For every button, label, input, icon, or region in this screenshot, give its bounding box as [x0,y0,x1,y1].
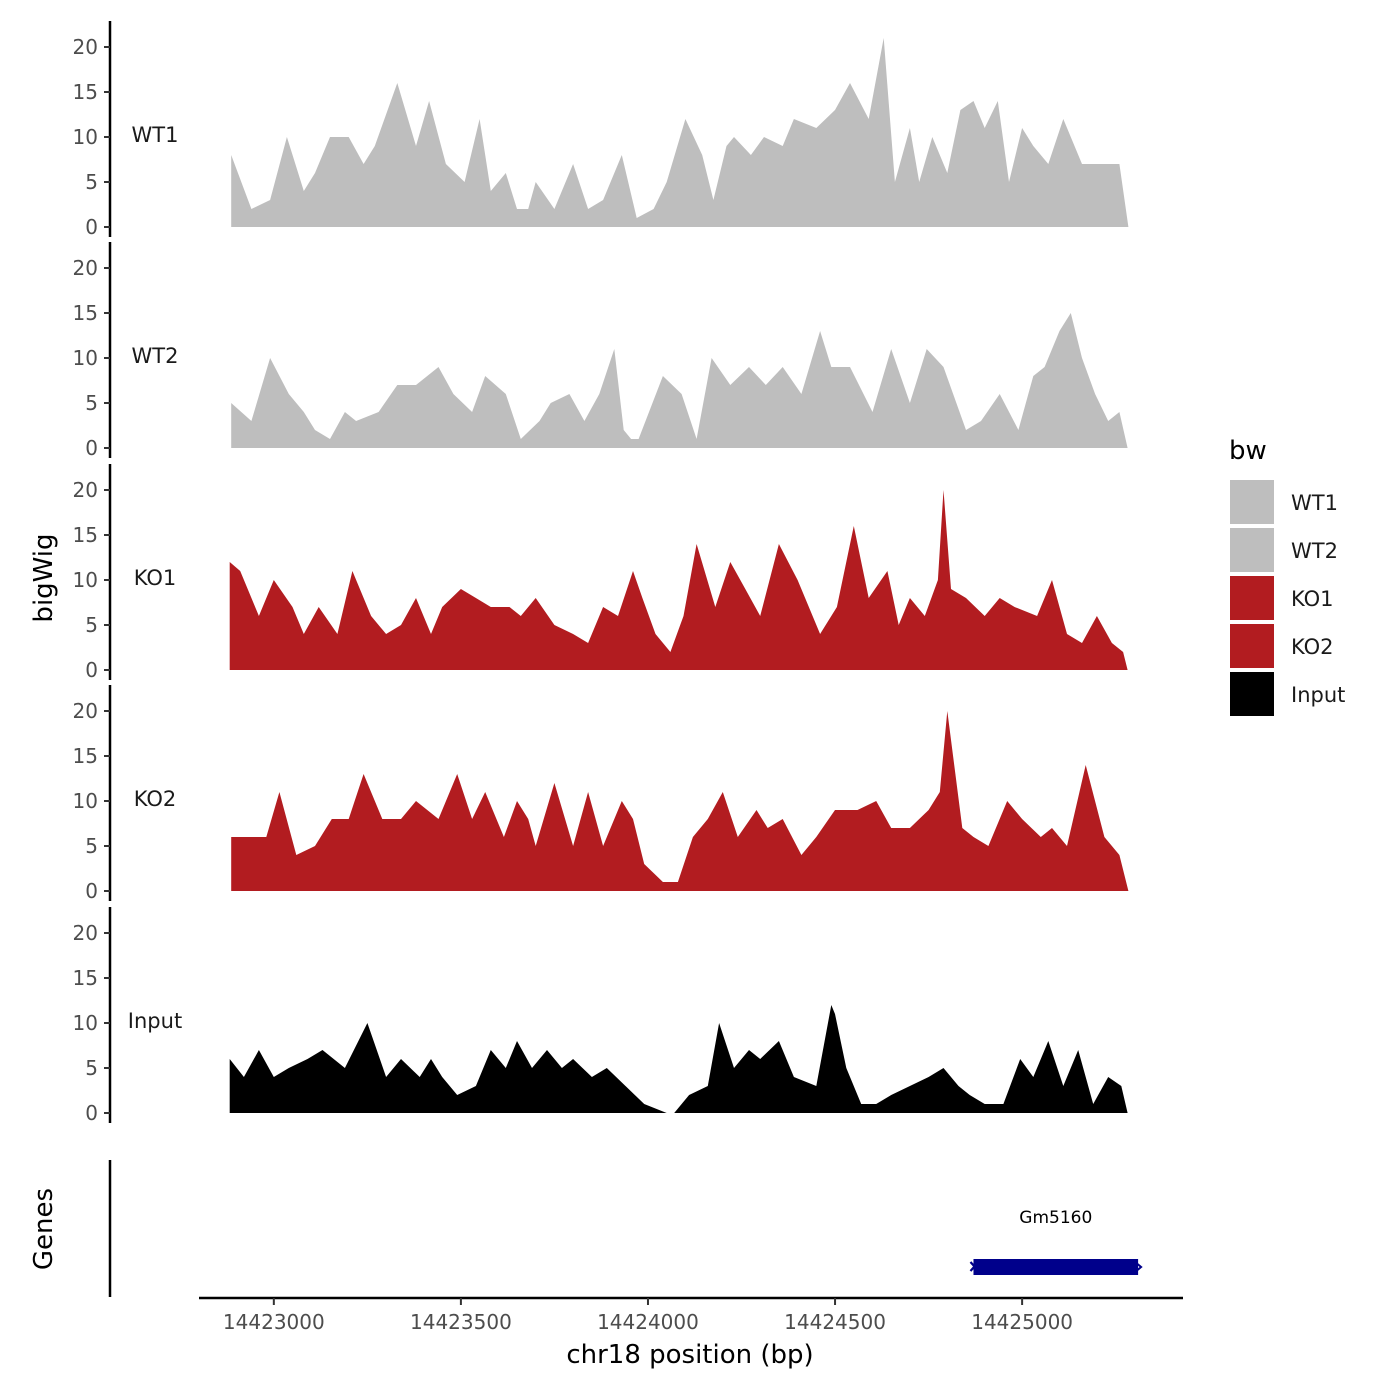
legend-swatch [1230,480,1274,524]
legend-label: WT2 [1291,539,1338,563]
legend-entry-ko1: KO1 [1230,576,1334,620]
gene-track-label: Genes [29,1188,59,1270]
gene-gm5160: Gm5160 [969,1208,1143,1275]
legend-entry-input: Input [1230,672,1345,716]
y-tick-label: 20 [73,699,98,723]
legend-label: KO2 [1291,635,1334,659]
y-tick-label: 10 [73,125,98,149]
gene-body [973,1259,1139,1275]
track-area-wt2 [231,313,1128,448]
legend-entry-ko2: KO2 [1230,624,1334,668]
y-tick-label: 5 [85,834,98,858]
y-tick-label: 15 [73,301,98,325]
y-tick-label: 0 [85,215,98,239]
gene-end-marker [1134,1261,1143,1273]
y-tick-label: 0 [85,436,98,460]
legend-entry-wt1: WT1 [1230,480,1338,524]
legend-swatch [1230,624,1274,668]
track-label-ko2: KO2 [134,787,177,811]
y-tick-label: 0 [85,658,98,682]
x-tick-label: 14425000 [971,1310,1073,1334]
x-axis: 14423000 14423500 14424000 14424500 14425000 [199,1296,1183,1334]
track-label-wt2: WT2 [132,344,179,368]
track-area-wt1 [231,38,1129,227]
y-tick-label: 0 [85,1101,98,1125]
y-tick-label: 0 [85,879,98,903]
track-area-ko2 [231,711,1129,891]
legend-swatch [1230,528,1274,572]
y-tick-label: 15 [73,744,98,768]
y-tick-label: 10 [73,1011,98,1035]
y-tick-label: 15 [73,966,98,990]
y-tick-label: 15 [73,80,98,104]
x-axis-title: chr18 position (bp) [566,1340,813,1370]
gene-track: Genes Gm5160 [29,1160,1143,1297]
legend-label: Input [1291,683,1345,707]
x-tick-label: 14423500 [410,1310,512,1334]
coverage-tracks: 0 5 10 15 20 WT1 0 5 10 15 20 WT2 0 5 10 15 20 KO1 0 5 10 15 2… [73,21,1129,1125]
track-input: 0 5 10 15 20 Input [73,907,1128,1125]
y-tick-label: 15 [73,523,98,547]
gene-strand-marker [969,1261,980,1272]
track-ko1: 0 5 10 15 20 KO1 [73,464,1128,682]
legend-title: bw [1229,436,1267,466]
y-tick-label: 20 [73,256,98,280]
x-tick-label: 14424000 [597,1310,699,1334]
legend-entry-wt2: WT2 [1230,528,1338,572]
y-tick-label: 20 [73,35,98,59]
legend-swatch [1230,576,1274,620]
x-tick-label: 14423000 [223,1310,325,1334]
track-wt2: 0 5 10 15 20 WT2 [73,242,1128,460]
track-ko2: 0 5 10 15 20 KO2 [73,685,1129,903]
track-label-ko1: KO1 [134,566,177,590]
y-tick-label: 20 [73,478,98,502]
legend-label: WT1 [1291,491,1338,515]
legend: bw WT1 WT2 KO1 KO2 Input [1229,436,1345,716]
y-tick-label: 20 [73,921,98,945]
x-tick-label: 14424500 [784,1310,886,1334]
track-area-ko1 [229,490,1128,670]
y-tick-label: 5 [85,170,98,194]
y-tick-label: 10 [73,346,98,370]
y-axis-title: bigWig [29,533,59,622]
legend-swatch [1230,672,1274,716]
gene-name-label: Gm5160 [1019,1208,1092,1228]
track-label-input: Input [128,1009,182,1033]
y-tick-label: 5 [85,391,98,415]
y-tick-label: 5 [85,613,98,637]
legend-label: KO1 [1291,587,1334,611]
track-label-wt1: WT1 [132,123,179,147]
track-area-input [229,1005,1128,1113]
y-tick-label: 5 [85,1056,98,1080]
y-tick-label: 10 [73,568,98,592]
track-wt1: 0 5 10 15 20 WT1 [73,21,1129,239]
y-tick-label: 10 [73,789,98,813]
